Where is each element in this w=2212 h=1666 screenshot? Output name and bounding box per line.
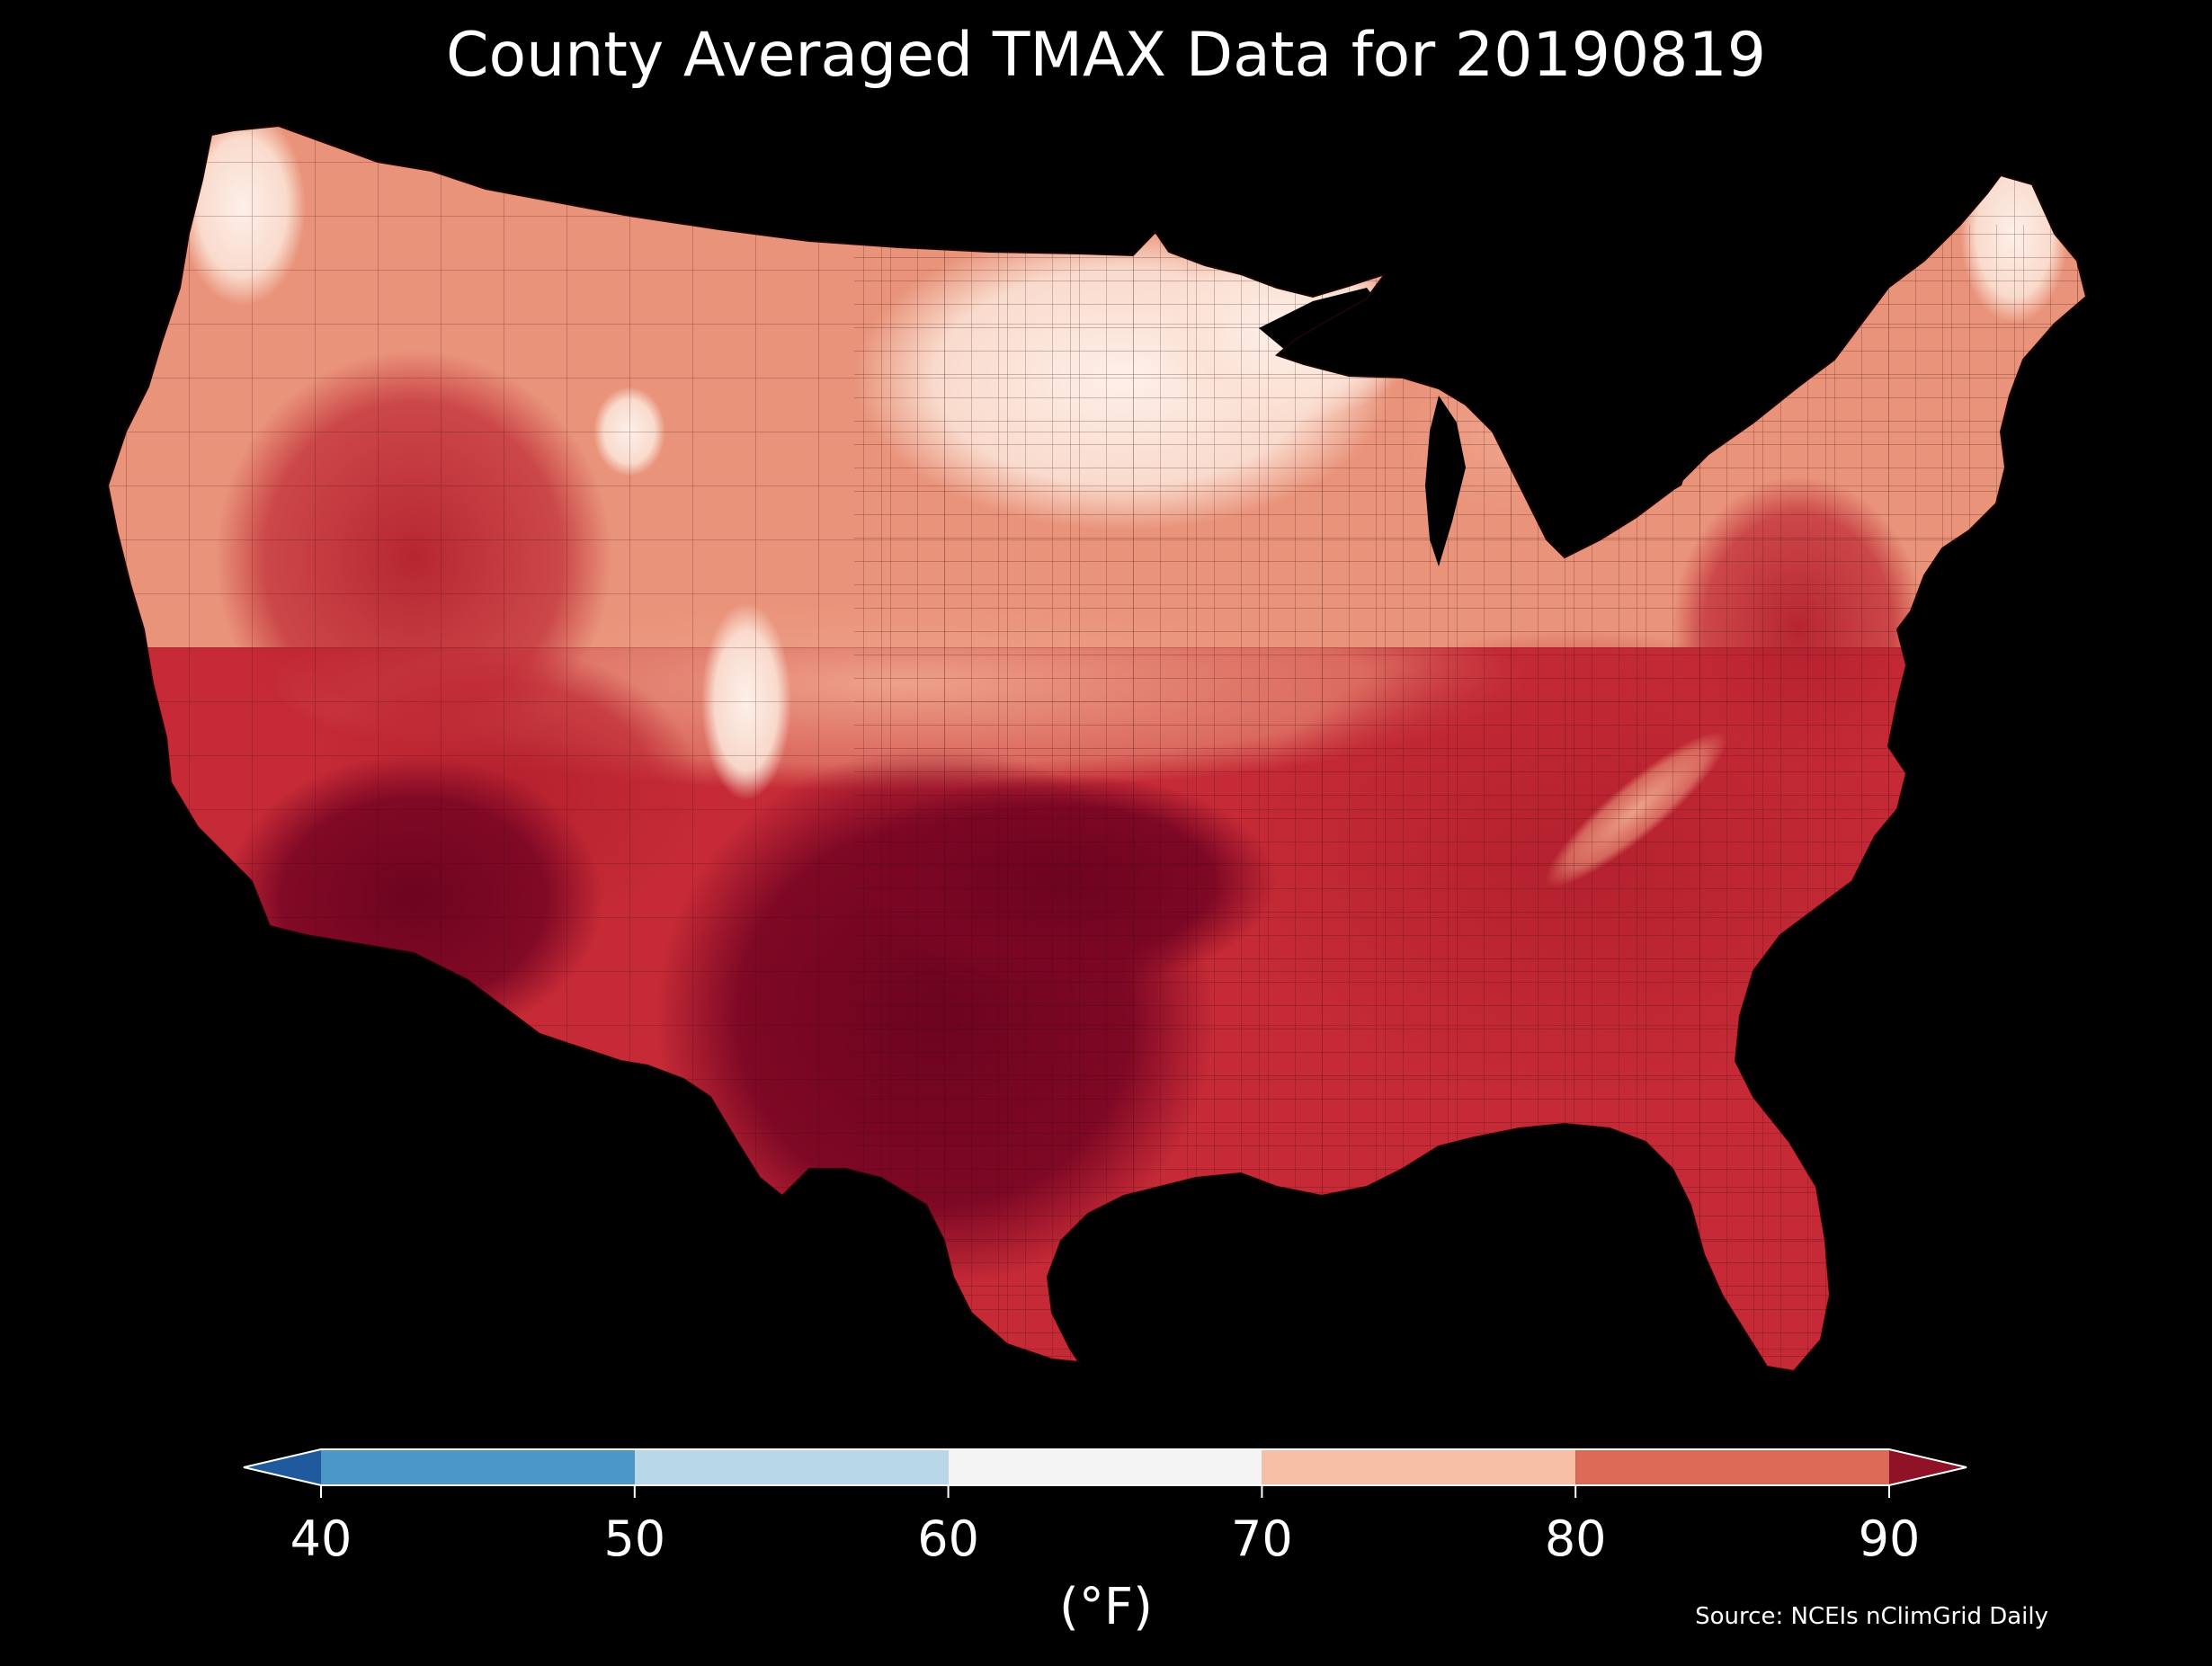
colorbar-segment-70-80 xyxy=(1262,1449,1576,1485)
colorbar-segment-40-50 xyxy=(321,1449,635,1485)
lake-superior xyxy=(1259,288,1380,351)
colorbar-tick-label-40: 40 xyxy=(290,1510,352,1567)
colorbar-unit-label: (°F) xyxy=(1059,1578,1153,1636)
colorbar-under-arrow xyxy=(244,1449,321,1485)
lake-erie xyxy=(1574,459,1690,539)
lake-michigan xyxy=(1425,396,1466,566)
colorbar-tick-label-50: 50 xyxy=(603,1510,666,1567)
colorbar-tick-label-80: 80 xyxy=(1544,1510,1607,1567)
colorbar-segment-80-90 xyxy=(1575,1449,1889,1485)
map-title: County Averaged TMAX Data for 20190819 xyxy=(446,20,1766,91)
source-note: Source: NCEIs nClimGrid Daily xyxy=(1695,1603,2048,1630)
colorbar-tick-label-60: 60 xyxy=(917,1510,979,1567)
colorbar-over-arrow xyxy=(1889,1449,1967,1485)
colorbar-segment-50-60 xyxy=(634,1449,949,1485)
colorbar-tick-label-90: 90 xyxy=(1858,1510,1921,1567)
colorbar-segment-60-70 xyxy=(948,1449,1262,1485)
colorbar-tick-label-70: 70 xyxy=(1231,1510,1293,1567)
